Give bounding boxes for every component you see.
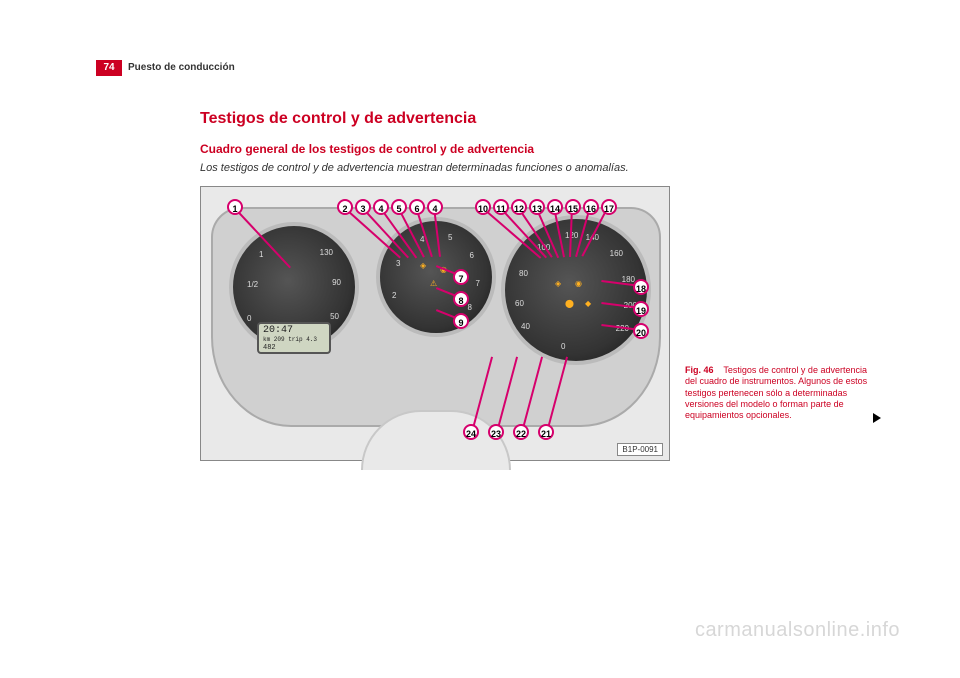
- warning-icon: ◈: [555, 279, 561, 288]
- gauge-tick: 40: [521, 322, 530, 331]
- gauge-tick: 5: [448, 233, 452, 242]
- image-reference-code: B1P-0091: [617, 443, 663, 456]
- callout-bubble: 12: [511, 199, 527, 215]
- callout-bubble: 17: [601, 199, 617, 215]
- callout-bubble: 3: [355, 199, 371, 215]
- callout-bubble: 23: [488, 424, 504, 440]
- watermark-text: carmanualsonline.info: [695, 619, 900, 642]
- callout-bubble: 24: [463, 424, 479, 440]
- callout-bubble: 9: [453, 313, 469, 329]
- page-number-badge: 74: [96, 60, 122, 76]
- callout-bubble: 16: [583, 199, 599, 215]
- gauge-tick: 160: [610, 249, 623, 258]
- callout-bubble: 10: [475, 199, 491, 215]
- gauge-tick: 8: [468, 303, 472, 312]
- speedometer-gauge: 40 60 80 100 120 140 160 180 200 220 0 ◈…: [501, 215, 651, 365]
- section-title: Testigos de control y de advertencia: [200, 110, 860, 128]
- figure-caption-label: Fig. 46: [685, 365, 714, 375]
- gauge-tick: 2: [392, 291, 396, 300]
- gauge-tick: 50: [330, 312, 339, 321]
- continuation-arrow-icon: [873, 413, 881, 423]
- callout-bubble: 11: [493, 199, 509, 215]
- callout-bubble: 21: [538, 424, 554, 440]
- warning-icon: ◆: [585, 299, 591, 308]
- callout-bubble: 18: [633, 279, 649, 295]
- warning-icon: ◉: [575, 279, 582, 288]
- figure-caption: Fig. 46 Testigos de control y de adverte…: [685, 365, 875, 421]
- callout-bubble: 22: [513, 424, 529, 440]
- gauge-tick: 3: [396, 259, 400, 268]
- callout-bubble: 1: [227, 199, 243, 215]
- trip-lcd: 20:47 km 209 trip 4.3 482: [257, 322, 331, 354]
- gauge-tick: 7: [476, 279, 480, 288]
- lcd-line: 20:47: [263, 326, 325, 335]
- warning-icon: ◈: [420, 261, 426, 270]
- callout-bubble: 4: [373, 199, 389, 215]
- chapter-label: Puesto de conducción: [128, 62, 235, 73]
- gauge-tick: 60: [515, 299, 524, 308]
- callout-bubble: 7: [453, 269, 469, 285]
- callout-bubble: 8: [453, 291, 469, 307]
- gauge-tick: 0: [561, 342, 565, 351]
- warning-icon: ⬤: [565, 299, 574, 308]
- callout-bubble: 19: [633, 301, 649, 317]
- gauge-tick: 130: [320, 248, 333, 257]
- callout-bubble: 20: [633, 323, 649, 339]
- lcd-line: km 209 trip 4.3: [263, 335, 325, 344]
- section-lead: Los testigos de control y de advertencia…: [200, 162, 860, 174]
- gauge-tick: 1/2: [247, 280, 258, 289]
- instrument-cluster-figure: 0 1/2 1 50 90 130 2 3 4 5 6 7 8 ◈ ◉ ⚠ 40…: [200, 186, 670, 461]
- callout-bubble: 2: [337, 199, 353, 215]
- section-subtitle: Cuadro general de los testigos de contro…: [200, 142, 860, 156]
- lcd-line: 482: [263, 344, 325, 353]
- callout-bubble: 5: [391, 199, 407, 215]
- gauge-tick: 90: [332, 278, 341, 287]
- gauge-tick: 1: [259, 250, 263, 259]
- callout-bubble: 13: [529, 199, 545, 215]
- gauge-tick: 0: [247, 314, 251, 323]
- callout-bubble: 4: [427, 199, 443, 215]
- callout-bubble: 15: [565, 199, 581, 215]
- callout-bubble: 6: [409, 199, 425, 215]
- gauge-tick: 6: [470, 251, 474, 260]
- callout-bubble: 14: [547, 199, 563, 215]
- gauge-tick: 4: [420, 235, 424, 244]
- gauge-tick: 80: [519, 269, 528, 278]
